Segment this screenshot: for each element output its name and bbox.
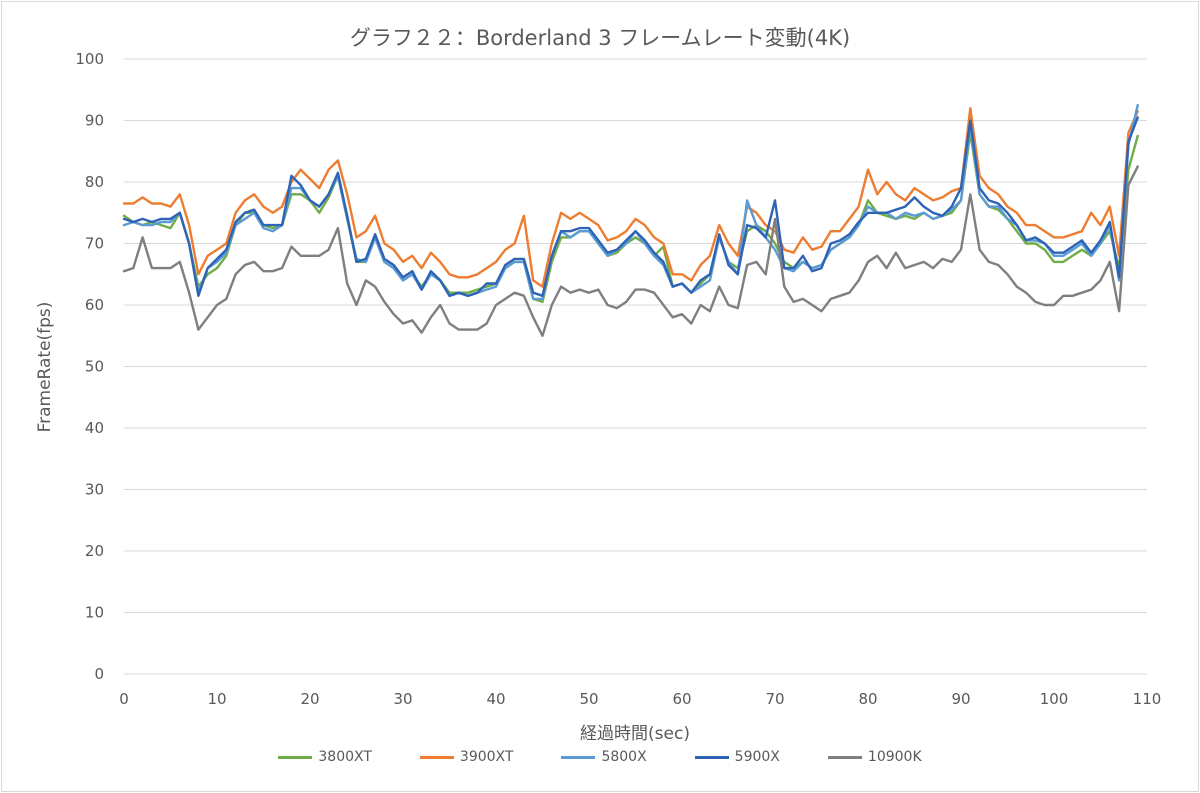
chart-title: グラフ２２：Borderland 3 フレームレート変動(4K) xyxy=(349,26,851,50)
legend: 3800XT 3900XT 5800X 5900X 10900K xyxy=(0,749,1200,765)
x-tick-label: 50 xyxy=(579,690,598,708)
legend-swatch xyxy=(561,755,596,759)
legend-label: 5800X xyxy=(601,749,647,765)
y-tick-label: 80 xyxy=(85,173,104,191)
x-tick-label: 100 xyxy=(1040,690,1069,708)
legend-label: 3800XT xyxy=(318,749,372,765)
legend-label: 10900K xyxy=(867,749,922,765)
x-axis-label: 経過時間(sec) xyxy=(580,724,690,744)
y-tick-label: 90 xyxy=(85,112,104,130)
x-tick-label: 10 xyxy=(207,690,226,708)
legend-item-3900xt: 3900XT xyxy=(419,749,514,765)
series-line-10900k xyxy=(122,165,1139,337)
y-tick-label: 10 xyxy=(85,604,104,622)
series-line-3900xt xyxy=(122,106,1139,288)
series-lines xyxy=(122,103,1139,337)
series-line-3800xt xyxy=(122,131,1139,304)
legend-item-10900k: 10900K xyxy=(827,749,922,765)
x-tick-label: 60 xyxy=(672,690,691,708)
y-tick-label: 70 xyxy=(85,235,104,253)
y-tick-label: 60 xyxy=(85,296,104,314)
legend-item-3800xt: 3800XT xyxy=(278,749,372,765)
y-tick-labels: 0 10 20 30 40 50 60 70 80 90 100 xyxy=(75,50,104,683)
legend-swatch xyxy=(827,755,862,759)
x-tick-label: 0 xyxy=(119,690,129,708)
x-tick-labels: 0 10 20 30 40 50 60 70 80 90 100 110 xyxy=(119,690,1161,708)
legend-swatch xyxy=(278,755,313,759)
legend-item-5800x: 5800X xyxy=(561,749,647,765)
gridlines xyxy=(124,58,1147,675)
y-tick-label: 20 xyxy=(85,542,104,560)
y-tick-label: 100 xyxy=(75,50,104,68)
x-tick-label: 30 xyxy=(393,690,412,708)
y-tick-label: 0 xyxy=(94,665,104,683)
series-line-5900x xyxy=(122,116,1139,297)
legend-swatch xyxy=(419,755,454,759)
legend-item-5900x: 5900X xyxy=(694,749,780,765)
y-tick-label: 30 xyxy=(85,481,104,499)
y-axis-label: FrameRate(fps) xyxy=(35,302,55,433)
legend-swatch xyxy=(694,755,729,759)
y-tick-label: 40 xyxy=(85,419,104,437)
legend-label: 5900X xyxy=(734,749,780,765)
x-tick-label: 40 xyxy=(486,690,505,708)
legend-label: 3900XT xyxy=(459,749,514,765)
x-tick-label: 80 xyxy=(858,690,877,708)
x-tick-label: 110 xyxy=(1133,690,1162,708)
x-tick-label: 20 xyxy=(300,690,319,708)
x-tick-label: 90 xyxy=(951,690,970,708)
x-tick-label: 70 xyxy=(765,690,784,708)
y-tick-label: 50 xyxy=(85,358,104,376)
